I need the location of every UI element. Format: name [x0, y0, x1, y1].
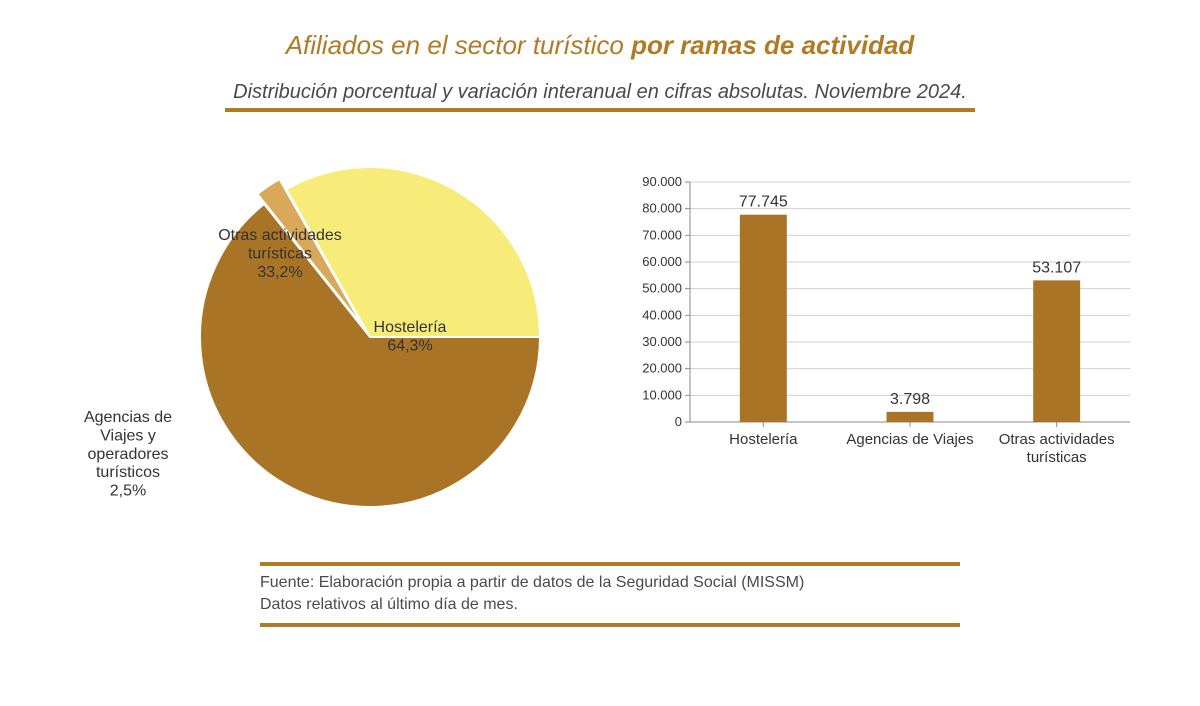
- bar-value-label: 77.745: [739, 194, 788, 211]
- pie-label-agencias: Agencias deViajes yoperadoresturísticos2…: [84, 409, 172, 500]
- y-tick-label: 30.000: [642, 334, 682, 349]
- subtitle: Distribución porcentual y variación inte…: [233, 81, 967, 103]
- bar-category-label: Agencias de Viajes: [846, 431, 973, 448]
- y-tick-label: 10.000: [642, 387, 682, 402]
- footer-rule-bottom: [260, 623, 960, 627]
- pie-chart: Hostelería64,3%Agencias deViajes yoperad…: [40, 132, 580, 552]
- bar: [1033, 280, 1080, 422]
- footer-line-2: Datos relativos al último día de mes.: [260, 596, 518, 613]
- y-tick-label: 50.000: [642, 281, 682, 296]
- bar-category-label: Otras actividadesturísticas: [999, 431, 1115, 466]
- y-tick-label: 60.000: [642, 254, 682, 269]
- bar-value-label: 53.107: [1032, 259, 1081, 276]
- y-tick-label: 0: [675, 414, 682, 429]
- footer-line-1: Fuente: Elaboración propia a partir de d…: [260, 574, 804, 591]
- y-tick-label: 70.000: [642, 227, 682, 242]
- y-tick-label: 90.000: [642, 174, 682, 189]
- y-tick-label: 40.000: [642, 307, 682, 322]
- y-tick-label: 20.000: [642, 361, 682, 376]
- y-tick-label: 80.000: [642, 201, 682, 216]
- title-normal: Afiliados en el sector turístico: [286, 30, 631, 60]
- bar-value-label: 3.798: [890, 391, 930, 408]
- subtitle-underline: Distribución porcentual y variación inte…: [225, 81, 975, 112]
- page-title: Afiliados en el sector turístico por ram…: [0, 30, 1200, 61]
- footer-text: Fuente: Elaboración propia a partir de d…: [260, 566, 960, 623]
- bar-chart: 0 10.000 20.000 30.000 40.000 50.000 60.000 70.…: [620, 162, 1140, 482]
- bar-category-label: Hostelería: [729, 431, 798, 448]
- bar: [887, 412, 934, 422]
- bar: [740, 215, 787, 422]
- title-bold: por ramas de actividad: [631, 30, 914, 60]
